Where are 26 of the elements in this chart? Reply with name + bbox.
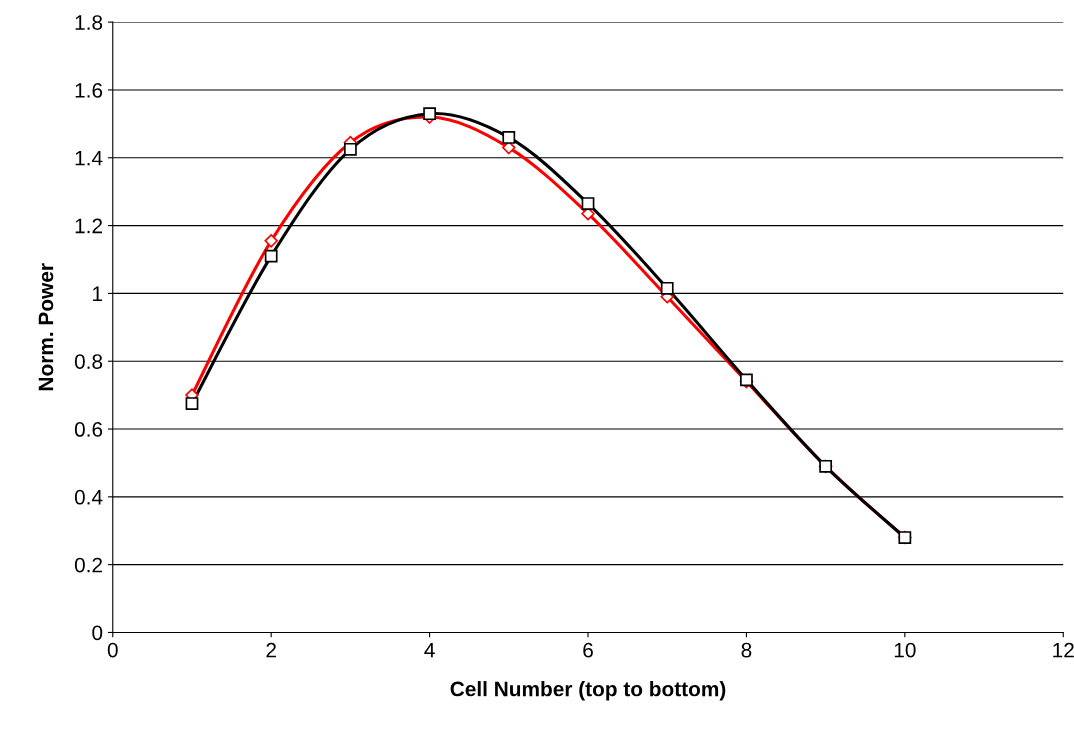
x-axis-title: Cell Number (top to bottom)	[450, 681, 726, 701]
y-tick-label: 1	[93, 286, 103, 301]
y-tick-label: 0.2	[74, 557, 102, 573]
y-tick-label: 1.8	[75, 15, 103, 30]
point	[502, 131, 516, 144]
x-tick-label: 6	[583, 642, 593, 658]
x-tick-label: 0	[107, 642, 118, 658]
point	[660, 281, 674, 295]
point	[185, 397, 199, 410]
y-tick-label: 0	[92, 625, 103, 641]
point	[264, 234, 278, 248]
y-tick-label: 1.4	[75, 150, 103, 166]
x-tick-label: 12	[1053, 642, 1074, 658]
point	[581, 197, 595, 210]
point	[344, 142, 357, 156]
x-tick-label: 8	[741, 642, 752, 658]
y-tick-label: 1.2	[75, 218, 102, 234]
y-tick-label: 0.6	[74, 422, 103, 437]
y-tick-label: 0.8	[74, 354, 103, 369]
x-tick-label: 2	[266, 642, 276, 658]
y-tick-label: 0.4	[74, 489, 103, 505]
x-tick-label: 10	[894, 642, 916, 658]
point	[264, 249, 278, 263]
y-axis-title: Norm. Power	[38, 263, 54, 391]
y-tick-label: 1.6	[75, 82, 103, 98]
x-tick-label: 4	[424, 642, 435, 658]
